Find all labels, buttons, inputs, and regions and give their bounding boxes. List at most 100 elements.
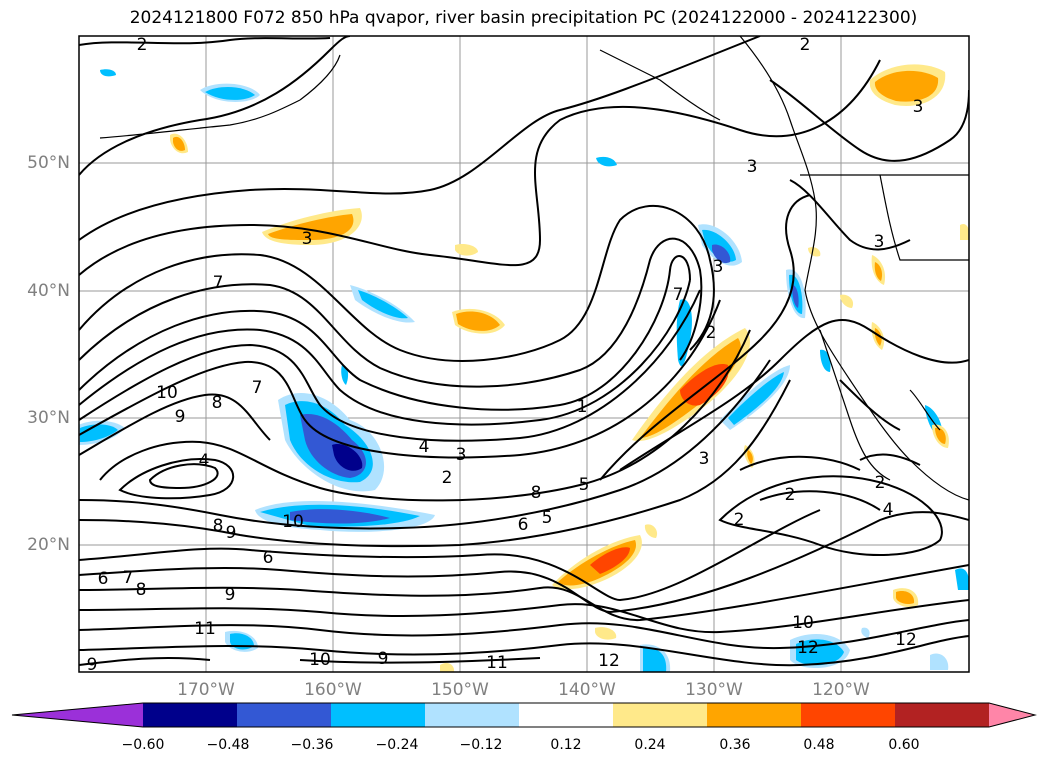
lon-label: 170°W: [177, 680, 235, 700]
colorbar-tick-label: −0.60: [121, 737, 165, 753]
gridlines: [79, 36, 969, 672]
pc-blob: [596, 156, 617, 167]
contour-label: 12: [797, 638, 819, 658]
pc-blob: [643, 647, 667, 672]
pc-blob: [341, 365, 349, 385]
pc-blob: [840, 294, 854, 308]
colorbar-tick-label: 0.60: [888, 737, 920, 753]
pc-blob: [358, 290, 408, 319]
map-title: 2024121800 F072 850 hPa qvapor, river ba…: [129, 8, 918, 28]
contour-label: 8: [212, 393, 223, 413]
contour-label: 3: [874, 232, 885, 252]
colorbar-swatch: [519, 703, 614, 727]
pc-blob: [290, 509, 390, 524]
colorbar-swatch: [425, 703, 520, 727]
colorbar-extend-max: [989, 703, 1035, 727]
contour-label: 4: [419, 437, 430, 457]
colorbar-tick-label: 0.24: [634, 737, 666, 753]
lon-label: 150°W: [431, 680, 489, 700]
contour-label: 2: [734, 510, 745, 530]
pc-blob: [861, 627, 870, 638]
contour-label: 10: [282, 512, 304, 532]
contour-label: 7: [252, 378, 263, 398]
coastlines: [99, 36, 969, 501]
contour-label: 2: [137, 35, 148, 55]
contour-label: 3: [713, 257, 724, 277]
lat-label: 20°N: [27, 535, 70, 555]
lon-label: 160°W: [304, 680, 362, 700]
contour-label: 7: [213, 273, 224, 293]
contour-label: 9: [226, 523, 237, 543]
contour-label: 10: [309, 650, 331, 670]
pc-blob: [960, 223, 969, 240]
pc-blob: [205, 86, 255, 100]
pc-blob: [792, 284, 799, 308]
contour-label: 4: [883, 500, 894, 520]
contour-label: 1: [577, 397, 588, 417]
contour-label: 8: [136, 580, 147, 600]
contour-label: 3: [699, 449, 710, 469]
contour-label: 11: [486, 653, 508, 673]
contour-label: 4: [199, 451, 210, 471]
pc-blob: [590, 547, 630, 574]
pc-blob: [874, 70, 939, 102]
pc-blob: [874, 262, 883, 281]
contour-label: 3: [302, 229, 313, 249]
pc-blob: [173, 136, 185, 151]
colorbar-swatch: [801, 703, 896, 727]
contour-label: 3: [913, 97, 924, 117]
colorbar-extend-min: [12, 703, 143, 727]
pc-blob: [595, 627, 617, 640]
contour-label: 11: [194, 619, 216, 639]
contour-label: 9: [175, 407, 186, 427]
colorbar-swatch: [237, 703, 332, 727]
contour-label: 5: [542, 508, 553, 528]
contour-label: 2: [706, 323, 717, 343]
lat-label: 30°N: [27, 408, 70, 428]
colorbar-tick-label: −0.36: [290, 737, 334, 753]
contour-label: 6: [263, 548, 274, 568]
pc-blob: [747, 450, 753, 464]
colorbar-tick-label: 0.12: [550, 737, 582, 753]
contour-label: 10: [156, 383, 178, 403]
colorbar-tick-label: −0.12: [459, 737, 503, 753]
contour-label: 8: [531, 483, 542, 503]
contour-label: 3: [747, 157, 758, 177]
lon-label: 120°W: [812, 680, 870, 700]
contour-label: 7: [673, 285, 684, 305]
map-panel: 2 2 3 3 7 10 9 8 7 4 4 3 2 1 5 6 5 8 7 3…: [78, 35, 970, 675]
contour-label: 9: [87, 655, 98, 675]
colorbar-swatch: [895, 703, 990, 727]
pc-blob: [456, 311, 500, 331]
contour-label: 9: [378, 649, 389, 669]
lon-label: 130°W: [685, 680, 743, 700]
map-frame: [78, 35, 970, 673]
colorbar-swatch: [331, 703, 426, 727]
pc-blob: [644, 524, 658, 538]
pc-blob: [440, 662, 455, 672]
contour-label: 5: [579, 475, 590, 495]
contour-label: 10: [792, 613, 814, 633]
pc-blob: [935, 427, 946, 444]
contour-label: 3: [456, 445, 467, 465]
colorbar-tick-label: −0.48: [206, 737, 250, 753]
colorbar-tick-label: 0.48: [803, 737, 835, 753]
contour-label: 2: [800, 35, 811, 55]
lat-label: 40°N: [27, 281, 70, 301]
contour-labels: 2 2 3 3 7 10 9 8 7 4 4 3 2 1 5 6 5 8 7 3…: [87, 35, 924, 675]
pc-blob: [930, 653, 949, 670]
colorbar-swatch: [707, 703, 802, 727]
contour-label: 7: [123, 568, 134, 588]
contour-label: 2: [875, 473, 886, 493]
lon-label: 140°W: [558, 680, 616, 700]
contour-label: 8: [213, 516, 224, 536]
pc-blob: [332, 444, 363, 471]
pc-blob: [455, 243, 478, 256]
qvapor-contours: [79, 36, 969, 667]
pc-blob: [728, 372, 784, 425]
colorbar-tick-label: 0.36: [719, 737, 751, 753]
pc-blob: [955, 568, 969, 590]
contour-label: 6: [98, 569, 109, 589]
contour-label: 12: [895, 630, 917, 650]
pc-blob: [712, 244, 731, 264]
